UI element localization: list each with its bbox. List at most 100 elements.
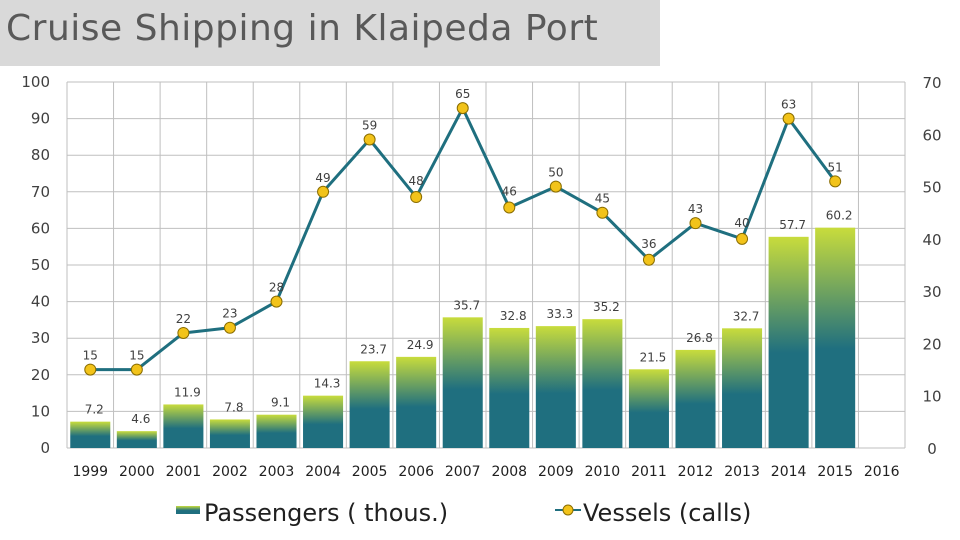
bar-data-label: 21.5 bbox=[640, 350, 667, 364]
left-axis-tick: 60 bbox=[31, 219, 50, 237]
x-axis-tick: 2013 bbox=[724, 464, 760, 480]
bar bbox=[256, 414, 297, 448]
x-axis-tick: 2006 bbox=[398, 464, 434, 480]
legend-passengers-label: Passengers ( thous.) bbox=[204, 499, 448, 527]
bar bbox=[815, 227, 856, 448]
x-axis-tick: 2010 bbox=[585, 464, 621, 480]
bar bbox=[442, 317, 483, 448]
bar bbox=[116, 431, 157, 448]
right-axis-tick: 70 bbox=[922, 74, 941, 92]
line-data-label: 46 bbox=[502, 184, 517, 198]
vessels-point bbox=[829, 175, 842, 188]
bar bbox=[582, 319, 623, 448]
x-axis-tick: 2016 bbox=[864, 464, 900, 480]
x-axis-tick: 2001 bbox=[166, 464, 202, 480]
x-axis-tick: 2009 bbox=[538, 464, 574, 480]
line-data-label: 28 bbox=[269, 281, 284, 295]
x-axis-tick: 2003 bbox=[259, 464, 295, 480]
bar-data-label: 26.8 bbox=[686, 331, 713, 345]
right-axis-tick: 60 bbox=[922, 126, 941, 144]
vessels-point bbox=[270, 295, 283, 308]
vessels-point bbox=[317, 185, 330, 198]
bar-data-label: 57.7 bbox=[779, 218, 806, 232]
right-axis-tick: 50 bbox=[922, 179, 941, 197]
x-axis-tick: 2015 bbox=[817, 464, 853, 480]
left-axis-tick: 100 bbox=[21, 73, 50, 91]
legend-passengers-swatch bbox=[176, 506, 200, 514]
bar-data-label: 7.8 bbox=[224, 400, 243, 414]
x-axis-tick: 2007 bbox=[445, 464, 481, 480]
bar-data-label: 9.1 bbox=[271, 396, 290, 410]
vessels-point bbox=[736, 232, 749, 245]
x-axis-tick: 2005 bbox=[352, 464, 388, 480]
vessels-point bbox=[596, 206, 609, 219]
page-title: Cruise Shipping in Klaipeda Port bbox=[6, 8, 599, 49]
line-data-label: 22 bbox=[176, 312, 191, 326]
line-data-label: 51 bbox=[828, 160, 843, 174]
line-data-label: 59 bbox=[362, 119, 377, 133]
bar-data-label: 7.2 bbox=[85, 403, 104, 417]
vessels-point bbox=[782, 112, 795, 125]
line-data-label: 63 bbox=[781, 98, 796, 112]
right-axis-tick: 40 bbox=[922, 231, 941, 249]
bar bbox=[535, 326, 576, 448]
bar-data-label: 33.3 bbox=[546, 307, 573, 321]
left-axis-tick: 40 bbox=[31, 293, 50, 311]
line-data-label: 48 bbox=[409, 174, 424, 188]
x-axis-tick: 2000 bbox=[119, 464, 155, 480]
vessels-point bbox=[689, 217, 702, 230]
bar bbox=[489, 327, 530, 448]
line-data-label: 40 bbox=[734, 216, 749, 230]
vessels-point bbox=[549, 180, 562, 193]
x-axis-tick: 2012 bbox=[678, 464, 714, 480]
bar bbox=[349, 361, 390, 448]
left-axis-tick: 10 bbox=[31, 402, 50, 420]
title-background bbox=[0, 0, 660, 66]
left-axis-tick: 30 bbox=[31, 329, 50, 347]
right-axis-tick: 20 bbox=[922, 335, 941, 353]
vessels-point bbox=[363, 133, 376, 146]
x-axis-tick: 2004 bbox=[305, 464, 341, 480]
bar bbox=[209, 419, 250, 448]
line-data-label: 45 bbox=[595, 192, 610, 206]
bar-data-label: 32.7 bbox=[733, 309, 760, 323]
bar bbox=[768, 236, 809, 448]
bar-data-label: 23.7 bbox=[360, 342, 387, 356]
line-data-label: 65 bbox=[455, 87, 470, 101]
right-axis-tick: 10 bbox=[922, 388, 941, 406]
left-axis-tick: 50 bbox=[31, 256, 50, 274]
right-axis-tick: 0 bbox=[927, 440, 937, 458]
bar-data-label: 35.7 bbox=[453, 298, 480, 312]
vessels-point bbox=[456, 102, 469, 115]
bar-data-label: 11.9 bbox=[174, 385, 201, 399]
line-data-label: 49 bbox=[315, 171, 330, 185]
bar-data-label: 4.6 bbox=[131, 412, 150, 426]
vessels-point bbox=[130, 363, 143, 376]
vessels-point bbox=[223, 321, 236, 334]
bar bbox=[722, 328, 763, 448]
vessels-point bbox=[84, 363, 97, 376]
left-axis-tick: 90 bbox=[31, 110, 50, 128]
bar-data-label: 35.2 bbox=[593, 300, 620, 314]
left-axis-tick: 70 bbox=[31, 183, 50, 201]
left-axis-tick: 20 bbox=[31, 366, 50, 384]
bar-data-label: 14.3 bbox=[314, 377, 341, 391]
left-axis-tick: 80 bbox=[31, 146, 50, 164]
bar bbox=[303, 395, 344, 448]
bar bbox=[628, 369, 669, 448]
bar-data-label: 24.9 bbox=[407, 338, 434, 352]
bar bbox=[396, 356, 437, 448]
line-data-label: 43 bbox=[688, 202, 703, 216]
bar-data-label: 60.2 bbox=[826, 209, 853, 223]
right-axis-tick: 30 bbox=[922, 283, 941, 301]
bar bbox=[163, 404, 204, 448]
vessels-point bbox=[177, 326, 190, 339]
bar bbox=[675, 349, 716, 448]
left-axis-tick: 0 bbox=[40, 439, 50, 457]
line-data-label: 23 bbox=[222, 307, 237, 321]
line-data-label: 15 bbox=[83, 349, 98, 363]
line-data-label: 50 bbox=[548, 166, 563, 180]
bar bbox=[70, 421, 111, 448]
x-axis-tick: 2008 bbox=[491, 464, 527, 480]
